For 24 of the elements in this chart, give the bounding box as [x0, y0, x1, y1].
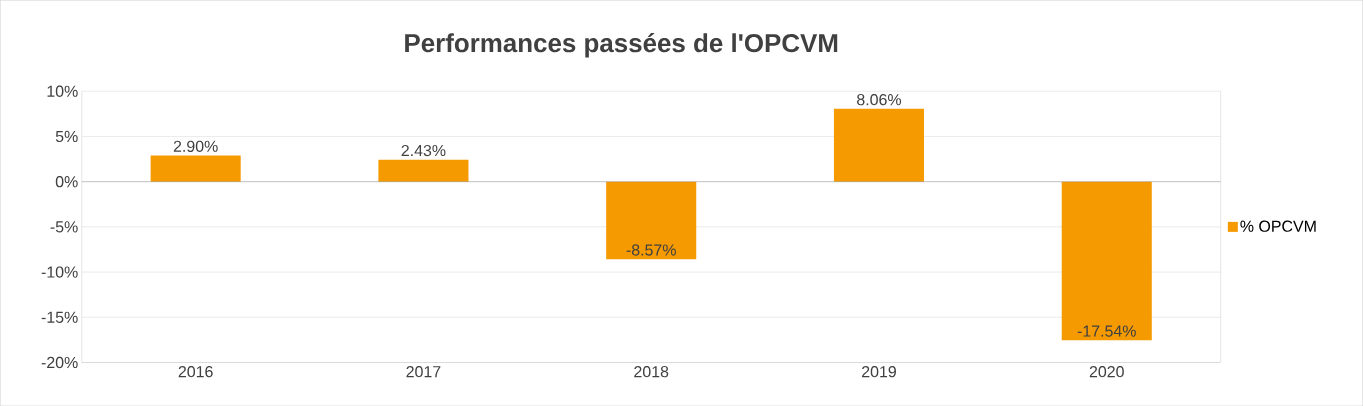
x-tick-label: 2020 [1089, 365, 1124, 378]
bar [606, 181, 697, 260]
y-tick-label: -5% [50, 221, 78, 233]
y-tick-label: -15% [41, 311, 78, 323]
data-label: -8.57% [626, 244, 676, 256]
y-tick-label: 5% [55, 130, 78, 142]
y-tick-label: -20% [41, 356, 78, 369]
y-tick-label: 10% [47, 85, 78, 97]
data-label: 2.43% [401, 144, 446, 157]
bar [833, 108, 925, 182]
chart-title: Performances passées de l'OPCVM [405, 32, 838, 58]
bar [150, 155, 241, 182]
x-tick-label: 2016 [178, 365, 213, 378]
data-label: -17.54% [1077, 325, 1136, 337]
data-label: 8.06% [857, 93, 902, 106]
bar [378, 159, 469, 182]
legend-label: % OPCVM [1240, 220, 1316, 232]
x-tick-label: 2017 [406, 365, 441, 378]
data-label: 2.90% [173, 140, 218, 152]
y-tick-label: -10% [41, 266, 78, 278]
y-tick-label: 0% [55, 175, 78, 188]
x-tick-label: 2018 [634, 365, 669, 378]
x-tick-label: 2019 [862, 365, 896, 378]
bar [1061, 181, 1152, 341]
